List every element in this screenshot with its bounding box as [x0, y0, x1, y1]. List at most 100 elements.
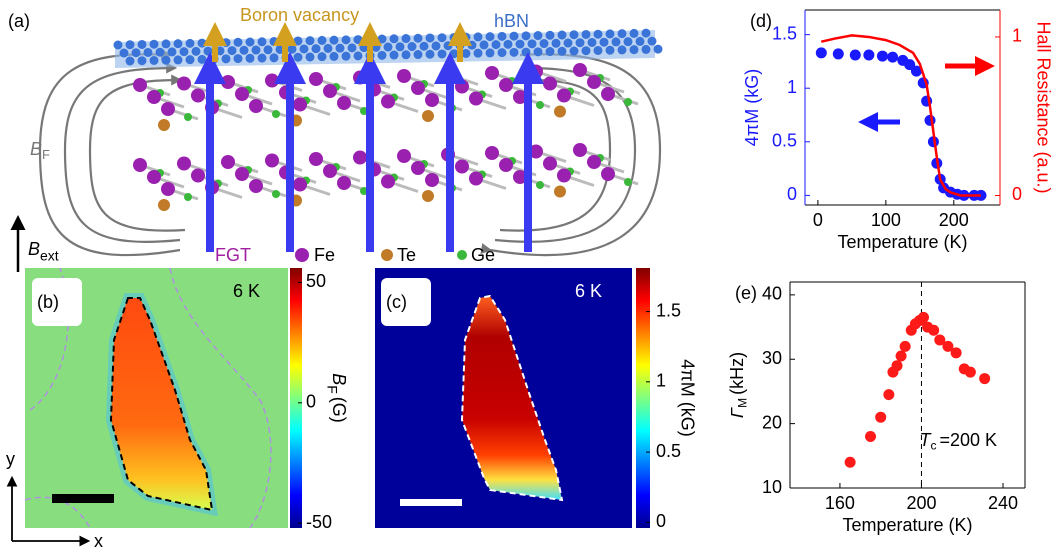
hbn-atom	[185, 38, 195, 48]
fe-atom	[557, 168, 571, 183]
hbn-atom	[389, 50, 399, 60]
hbn-atom	[389, 34, 399, 44]
subscript: F	[42, 147, 50, 162]
hbn-atom	[413, 33, 423, 43]
fe-atom	[221, 155, 235, 169]
hbn-atom	[545, 30, 555, 40]
hbn-atom	[167, 47, 177, 57]
hbn-atom	[149, 39, 159, 49]
y-tick-label: 0.5	[772, 131, 797, 151]
te-atom	[554, 185, 566, 198]
fe-atom	[133, 78, 147, 92]
data-point	[883, 389, 895, 401]
flake	[109, 297, 214, 512]
hbn-atom	[527, 39, 537, 49]
hbn-atom	[161, 39, 171, 49]
te-atom	[554, 105, 566, 118]
hbn-atom	[263, 45, 273, 55]
hbn-atom	[407, 42, 417, 52]
ge-atom	[184, 113, 192, 121]
hbn-atom	[293, 52, 303, 62]
ge-atom	[536, 181, 544, 189]
hbn-atom	[227, 46, 237, 56]
hbn-atom	[497, 48, 507, 58]
hbn-atom	[629, 45, 639, 55]
hbn-atom	[269, 53, 279, 63]
panel-b	[24, 267, 302, 529]
fe-atom	[425, 93, 439, 107]
data-point	[863, 49, 875, 61]
y-tick-label: 30	[762, 348, 782, 368]
moment-arrows	[194, 21, 544, 252]
fe-atom	[543, 76, 557, 91]
unit: =200 K	[939, 430, 997, 450]
y2-tick-label: 1	[1012, 26, 1022, 46]
hbn-atom	[419, 41, 429, 51]
fe-atom	[425, 173, 439, 187]
x-tick-label: 200	[939, 210, 969, 230]
hbn-atom	[413, 50, 423, 60]
data-point	[887, 51, 899, 63]
hbn-atom	[377, 50, 387, 60]
fe-atom	[177, 156, 191, 171]
hbn-atom	[137, 56, 147, 66]
hbn-atom	[485, 32, 495, 42]
colorbar-tick-label: 0.5	[656, 441, 681, 461]
panel-label: (d)	[750, 11, 772, 31]
scale-bar	[52, 494, 114, 503]
hbn-atom	[293, 36, 303, 46]
fe-atom	[397, 149, 411, 163]
hbn-atom	[521, 31, 531, 41]
coord-axes	[6, 475, 91, 547]
hbn-atom	[497, 31, 507, 41]
fe-atom	[455, 159, 469, 174]
fe-atom	[587, 155, 601, 169]
colorbar	[636, 268, 650, 528]
hbn-atom	[341, 35, 351, 45]
hbn-atom	[515, 39, 525, 49]
fe-atom	[557, 88, 571, 103]
data-point	[950, 347, 962, 359]
fe-atom	[309, 152, 323, 166]
hbn-atom	[437, 49, 447, 59]
hbn-atom	[641, 44, 651, 54]
hbn-atom	[575, 38, 585, 48]
hbn-atom	[617, 45, 627, 55]
hbn-atom	[581, 46, 591, 56]
y-axis-label: ΓM (kHz)	[727, 352, 750, 418]
hbn-atom	[521, 47, 531, 57]
y2-axis-label: Hall Resistance (a.u.)	[1033, 21, 1053, 193]
fe-atom	[235, 167, 249, 181]
y-tick-label: 0	[787, 184, 797, 204]
subscript: M	[736, 398, 750, 408]
data-point	[924, 114, 936, 126]
y-tick-label: 20	[762, 412, 782, 432]
hbn-atom	[221, 38, 231, 48]
symbol: B	[30, 139, 42, 159]
fe-atom	[543, 156, 557, 171]
y-tick-label: 1.5	[772, 23, 797, 43]
hbn-atom	[329, 35, 339, 45]
fe-atom	[147, 170, 161, 184]
hbn-atom	[257, 37, 267, 47]
hbn-atom	[605, 45, 615, 55]
fe-atom	[513, 170, 527, 184]
y2-tick-label: 0	[1012, 184, 1022, 204]
fe-atom	[323, 164, 337, 178]
hbn-atom	[305, 36, 315, 46]
hbn-atom	[617, 29, 627, 39]
hbn-atom	[431, 41, 441, 51]
data-point	[876, 50, 888, 62]
data-point	[875, 411, 887, 423]
fe-atom	[529, 144, 543, 159]
hbn-atom	[119, 48, 129, 58]
hbn-atom	[533, 31, 543, 41]
hbn-atom	[287, 44, 297, 54]
colorbar-tick-label: 0	[656, 511, 666, 531]
x-axis-label: Temperature (K)	[842, 515, 972, 535]
fe-atom	[249, 179, 263, 193]
hbn-atom	[251, 45, 261, 55]
te-atom	[422, 190, 434, 202]
hbn-atom	[341, 51, 351, 61]
data-point	[917, 311, 929, 323]
